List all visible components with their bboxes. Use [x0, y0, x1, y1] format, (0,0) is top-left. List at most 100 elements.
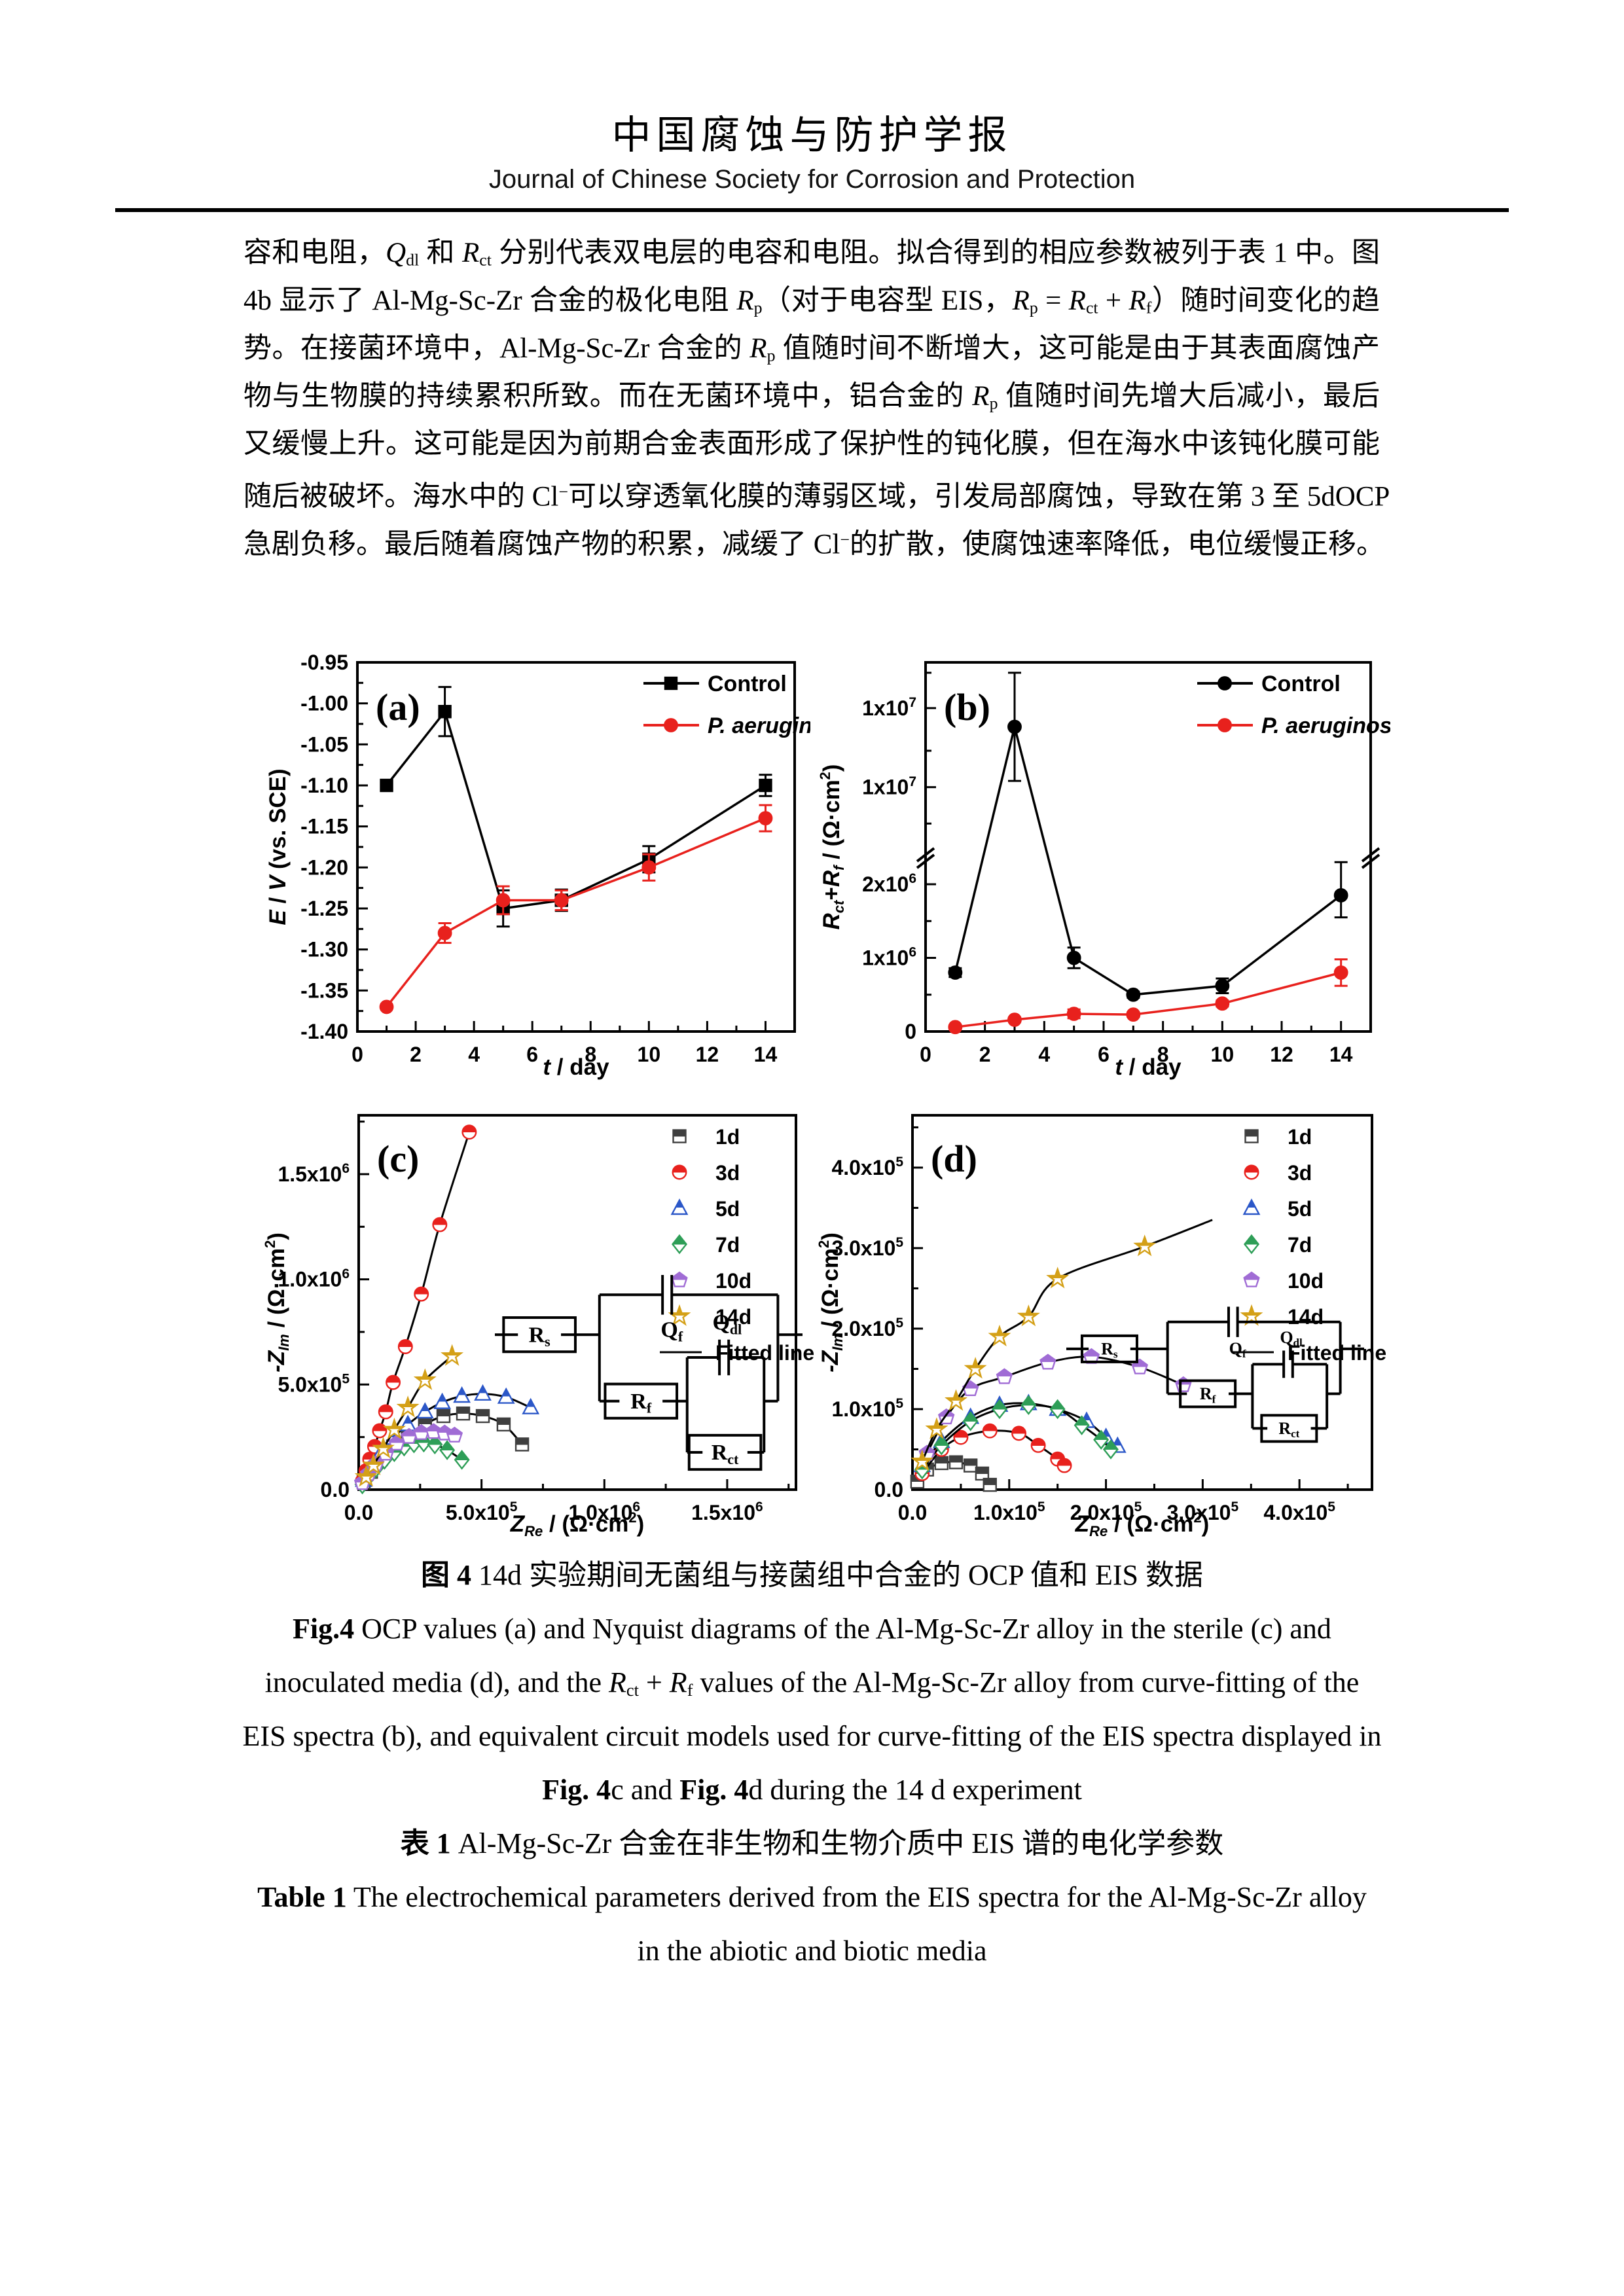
svg-text:Rct: Rct: [712, 1441, 739, 1467]
svg-text:10d: 10d: [715, 1269, 751, 1293]
chart-a-legend-item: P. aeruginosa: [643, 713, 810, 738]
svg-text:12: 12: [1270, 1043, 1293, 1066]
svg-text:1x107: 1x107: [862, 774, 916, 799]
table-caption-en: Table 1 The electrochemical parameters d…: [257, 1881, 1367, 1913]
panel-label: (c): [377, 1138, 419, 1180]
chart-b-series-p-aeruginosa: [948, 958, 1348, 1035]
svg-text:Qf: Qf: [1229, 1339, 1246, 1360]
svg-text:5d: 5d: [1288, 1197, 1312, 1221]
paragraph-line: 急剧负移。最后随着腐蚀产物的积累，减缓了 Cl−的扩散，使腐蚀速率降低，电位缓慢…: [244, 529, 1384, 560]
svg-text:1x107: 1x107: [862, 695, 916, 720]
svg-text:14d: 14d: [1288, 1305, 1324, 1329]
chart-b-legend-item: Control: [1197, 672, 1341, 696]
svg-text:6: 6: [526, 1043, 538, 1066]
figure-caption-en: EIS spectra (b), and equivalent circuit …: [242, 1720, 1382, 1752]
chart-nyquist-inoculated: 0.0 1.0x105 2.0x105 3.0x105 4.0x105 0.0 1.0x10…: [814, 1097, 1390, 1550]
figure-caption-en: inoculated media (d), and the Rct + Rf v…: [264, 1666, 1360, 1700]
svg-text:Rf: Rf: [1200, 1384, 1216, 1405]
svg-text:4: 4: [468, 1043, 480, 1066]
chart-d: 0.0 1.0x105 2.0x105 3.0x105 4.0x105 0.0 1.0x10…: [816, 1114, 1386, 1539]
figure-captions: 图 4 14d 实验期间无菌组与接菌组中合金的 OCP 值和 EIS 数据 Fi…: [118, 1549, 1506, 1978]
svg-text:t / day: t / day: [1115, 1054, 1182, 1080]
svg-text:-1.20: -1.20: [300, 855, 348, 879]
svg-text:ZRe / (Ω·cm2): ZRe / (Ω·cm2): [510, 1509, 645, 1539]
chart-b: 0 2 4 6 8 10 12 14 0 1x106 2x106 1x107 1x107 t / day R…: [817, 661, 1390, 1080]
paragraph-line: 又缓慢上升。这可能是因为前期合金表面形成了保护性的钝化膜，但在海水中该钝化膜可能: [244, 429, 1380, 459]
chart-nyquist-sterile: 0.0 5.0x105 1.0x106 1.5x106 0.0 5.0x105 1.0x10…: [261, 1097, 814, 1550]
svg-text:3.0x105: 3.0x105: [831, 1235, 903, 1260]
paragraph-line: 容和电阻，Qdl 和 Rct 分别代表双电层的电容和电阻。拟合得到的相应参数被列…: [244, 238, 1380, 270]
svg-text:0: 0: [905, 1020, 916, 1043]
chart-a-series-p-aeruginosa: [379, 804, 773, 1014]
svg-text:2x106: 2x106: [862, 871, 916, 896]
svg-text:3.0x105: 3.0x105: [1167, 1499, 1239, 1524]
svg-text:-1.40: -1.40: [300, 1020, 348, 1043]
svg-text:6: 6: [1098, 1043, 1110, 1066]
chart-c: 0.0 5.0x105 1.0x106 1.5x106 0.0 5.0x105 1.0x10…: [262, 1114, 814, 1539]
panel-label: (a): [376, 686, 420, 728]
svg-text:Fitted line: Fitted line: [1288, 1341, 1386, 1365]
svg-text:1d: 1d: [715, 1125, 740, 1149]
svg-text:1.5x106: 1.5x106: [691, 1499, 763, 1524]
equivalent-circuit: Rs Qf Rf Qdl Rct: [1066, 1306, 1364, 1443]
svg-text:-1.05: -1.05: [300, 732, 348, 756]
chart-a: 0 2 4 6 8 10 12 14 -0.95 -1.00 -1.05 -1.10 -1.15 -1.2…: [265, 651, 810, 1080]
svg-text:Control: Control: [708, 672, 787, 696]
svg-text:1.0x106: 1.0x106: [568, 1499, 640, 1524]
svg-text:14: 14: [1329, 1043, 1353, 1066]
svg-text:Qdl: Qdl: [1280, 1328, 1303, 1349]
svg-text:0.0: 0.0: [344, 1501, 373, 1524]
svg-text:3d: 3d: [1288, 1161, 1312, 1185]
svg-text:10: 10: [1211, 1043, 1235, 1066]
equivalent-circuit: Rs Qf Rf Qdl Rct: [495, 1275, 803, 1471]
svg-text:E / V (vs. SCE): E / V (vs. SCE): [265, 768, 291, 925]
svg-text:1d: 1d: [1288, 1125, 1312, 1149]
chart-d-series-14d: [911, 1219, 1213, 1471]
svg-text:Rs: Rs: [1101, 1339, 1118, 1360]
chart-d-axes: 0.0 1.0x105 2.0x105 3.0x105 4.0x105 0.0 1.0x10…: [816, 1114, 1373, 1539]
svg-text:1x106: 1x106: [862, 945, 916, 970]
svg-text:Qf: Qf: [660, 1318, 683, 1345]
svg-text:1.5x106: 1.5x106: [278, 1161, 350, 1186]
svg-text:-1.30: -1.30: [300, 938, 348, 961]
svg-text:0: 0: [352, 1043, 363, 1066]
svg-text:5.0x105: 5.0x105: [278, 1372, 350, 1397]
svg-text:4.0x105: 4.0x105: [1263, 1499, 1335, 1524]
svg-text:4: 4: [1038, 1043, 1050, 1066]
svg-text:8: 8: [585, 1043, 596, 1066]
svg-text:P. aeruginosa: P. aeruginosa: [708, 713, 810, 738]
svg-text:-0.95: -0.95: [300, 651, 348, 674]
table-caption-en: in the abiotic and biotic media: [637, 1935, 987, 1967]
svg-text:0.0: 0.0: [875, 1478, 903, 1501]
svg-text:14: 14: [754, 1043, 778, 1066]
chart-b-series-control: [948, 672, 1348, 1002]
svg-text:2.0x105: 2.0x105: [1070, 1499, 1142, 1524]
svg-text:Rct+Rf / (Ω·cm2): Rct+Rf / (Ω·cm2): [817, 764, 847, 930]
svg-text:8: 8: [1157, 1043, 1169, 1066]
svg-text:t / day: t / day: [543, 1054, 609, 1080]
svg-text:12: 12: [696, 1043, 719, 1066]
svg-text:1.0x105: 1.0x105: [831, 1396, 903, 1421]
svg-text:Qdl: Qdl: [712, 1310, 742, 1337]
svg-text:7d: 7d: [715, 1233, 740, 1257]
figure-caption-en: Fig.4 OCP values (a) and Nyquist diagram…: [293, 1613, 1331, 1645]
header-rule: [115, 208, 1509, 212]
svg-text:5.0x105: 5.0x105: [446, 1499, 518, 1524]
chart-a-axes: 0 2 4 6 8 10 12 14 -0.95 -1.00 -1.05 -1.10 -1.15 -1.2…: [265, 651, 796, 1080]
panel-label: (b): [944, 686, 990, 728]
svg-text:Control: Control: [1261, 672, 1341, 696]
chart-d-series-7d: [914, 1395, 1119, 1480]
paragraph-line: 随后被破坏。海水中的 Cl−可以穿透氧化膜的薄弱区域，引发局部腐蚀，导致在第 3…: [244, 481, 1390, 512]
journal-title-en: Journal of Chinese Society for Corrosion…: [488, 165, 1136, 194]
table-caption-zh: 表 1 Al-Mg-Sc-Zr 合金在非生物和生物介质中 EIS 谱的电化学参数: [400, 1827, 1224, 1859]
svg-text:10d: 10d: [1288, 1269, 1324, 1293]
svg-text:7d: 7d: [1288, 1233, 1312, 1257]
body-paragraph: 容和电阻，Qdl 和 Rct 分别代表双电层的电容和电阻。拟合得到的相应参数被列…: [244, 229, 1390, 564]
svg-text:3d: 3d: [715, 1161, 740, 1185]
svg-text:4.0x105: 4.0x105: [831, 1155, 903, 1179]
chart-c-axes: 0.0 5.0x105 1.0x106 1.5x106 0.0 5.0x105 1.0x10…: [262, 1114, 797, 1539]
svg-text:2: 2: [410, 1043, 422, 1066]
svg-text:-1.00: -1.00: [300, 692, 348, 715]
chart-a-legend-item: Control: [643, 672, 787, 696]
